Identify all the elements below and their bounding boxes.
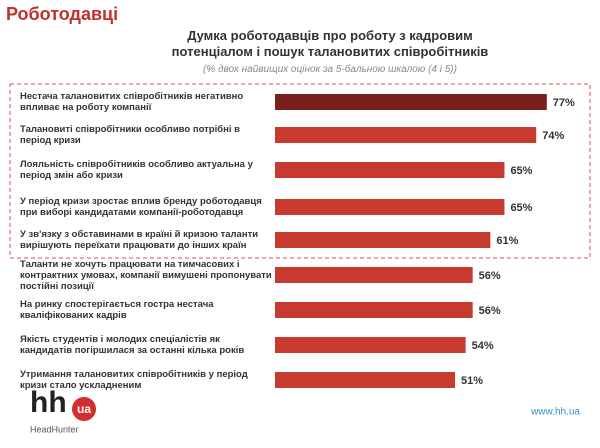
bar [275, 372, 456, 388]
bar [275, 127, 537, 143]
bar [275, 199, 505, 215]
value-label: 56% [479, 270, 501, 282]
category-label: Таланти не хочуть працювати на тимчасови… [20, 258, 272, 292]
category-label: У зв'язку з обставинами в країні й кризо… [20, 229, 259, 251]
value-label: 54% [472, 340, 494, 352]
category-label: Лояльність співробітників особливо актуа… [20, 159, 253, 181]
bar [275, 162, 505, 178]
value-label: 51% [461, 375, 483, 387]
category-label: У період кризи зростає вплив бренду робо… [20, 196, 262, 218]
bar [275, 232, 491, 248]
category-label: Талановиті співробітники особливо потріб… [20, 124, 240, 146]
value-label: 77% [553, 97, 575, 109]
bar [275, 267, 473, 283]
bar [275, 94, 547, 110]
bar [275, 337, 466, 353]
category-label: Утримання талановитих співробітників у п… [20, 369, 248, 391]
chart-subtitle: (% двох найвищих оцінок за 5-бальною шка… [203, 64, 457, 75]
value-label: 56% [479, 305, 501, 317]
logo-text: hh [30, 386, 67, 419]
value-label: 61% [496, 235, 518, 247]
logo-badge-circle [72, 397, 96, 421]
website: www.hh.ua [530, 407, 580, 418]
value-label: 65% [510, 202, 532, 214]
highlight-box [9, 83, 591, 259]
chart-title: Думка роботодавців про роботу з кадровим… [171, 28, 489, 59]
category-label: Нестача талановитих співробітників негат… [20, 91, 244, 113]
value-label: 65% [510, 165, 532, 177]
logo-badge: ua [77, 402, 91, 416]
header: Роботодавці [6, 4, 119, 24]
logo-caption: HeadHunter [30, 424, 79, 434]
category-label: На ринку спостерігається гостра нестача … [20, 299, 214, 321]
category-label: Якість студентів і молодих спеціалістів … [20, 334, 245, 356]
bar [275, 302, 473, 318]
value-label: 74% [542, 130, 564, 142]
